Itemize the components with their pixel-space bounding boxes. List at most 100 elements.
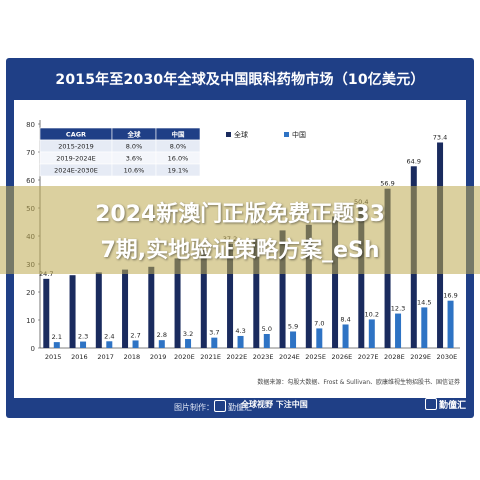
x-tick-label: 2019: [150, 353, 167, 361]
bar-china: [395, 313, 402, 348]
footer-credit-label: 图片制作：: [174, 403, 214, 412]
bar-china: [211, 337, 218, 348]
cagr-header-text: CAGR: [66, 131, 86, 139]
bar-china: [368, 319, 375, 348]
bar-china: [53, 342, 60, 348]
data-label: 10.2: [365, 310, 379, 318]
bar-global: [305, 224, 312, 348]
x-tick-label: 2025E: [305, 353, 326, 361]
legend-swatch: [284, 132, 289, 137]
data-label: 14.5: [417, 298, 431, 306]
chart-title: 2015年至2030年全球及中国眼科药物市场（10亿美元）: [55, 72, 425, 88]
x-tick-label: 2027E: [358, 353, 379, 361]
data-label: 12.3: [391, 305, 405, 313]
footer: 图片制作： 勤僮汇 全球视野 下注中国 勤僮汇: [6, 392, 474, 418]
bar-global: [253, 238, 260, 348]
bar-global: [122, 269, 129, 348]
data-label: 5.0: [262, 325, 272, 333]
bar-global: [69, 275, 76, 348]
footer-brand-right: 勤僮汇: [424, 398, 466, 411]
data-label: 2.1: [52, 333, 62, 341]
x-tick-label: 2018: [124, 353, 141, 361]
data-label: 73.4: [433, 133, 447, 141]
data-label: 3.2: [183, 330, 193, 338]
watermark-line-1: 2024新澳门正版免费正题33: [95, 202, 385, 227]
cagr-cell-text: 16.0%: [168, 155, 189, 163]
bar-china: [237, 335, 244, 348]
bar-global: [148, 266, 155, 348]
x-tick-label: 2017: [97, 353, 114, 361]
bar-china: [185, 339, 192, 348]
x-tick-label: 2028E: [384, 353, 405, 361]
bar-global: [358, 206, 365, 348]
brand-logo-icon: [214, 400, 226, 412]
y-tick-label: 20: [26, 289, 35, 297]
legend-label: 中国: [292, 130, 306, 139]
cagr-cell: [155, 163, 201, 177]
x-tick-label: 2030E: [437, 353, 458, 361]
cagr-cell-text: 10.6%: [124, 167, 145, 175]
x-tick-label: 2016: [71, 353, 88, 361]
bar-global: [332, 216, 339, 348]
watermark-line-2: 7期,实地验证策略方案_eSh: [100, 238, 380, 263]
y-tick-label: 70: [26, 149, 35, 157]
data-label: 2.3: [78, 333, 88, 341]
y-tick-label: 60: [26, 177, 35, 185]
bar-china: [158, 340, 165, 348]
x-tick-label: 2026E: [332, 353, 353, 361]
cagr-cell-text: 2019-2024E: [56, 155, 96, 163]
x-tick-label: 2029E: [410, 353, 431, 361]
y-tick-label: 80: [26, 121, 35, 129]
source-note: 数据来源：勾股大数据、Frost & Sullivan、欧康维视生物招股书、国信…: [257, 378, 460, 386]
footer-credit: 图片制作： 勤僮汇: [174, 400, 252, 413]
bar-china: [290, 331, 297, 348]
cagr-cell-text: 19.1%: [168, 167, 189, 175]
bar-china: [106, 341, 113, 348]
data-label: 3.7: [209, 329, 219, 337]
legend-swatch: [226, 132, 231, 137]
bar-global: [200, 250, 207, 348]
footer-slogan: 全球视野 下注中国: [241, 400, 308, 409]
y-tick-label: 10: [26, 317, 35, 325]
footer-brand-right-label: 勤僮汇: [438, 401, 466, 411]
x-tick-label: 2020E: [174, 353, 195, 361]
data-label: 8.4: [340, 315, 350, 323]
data-label: 2.4: [104, 332, 114, 340]
cagr-cell-text: 2024E-2030E: [54, 167, 98, 175]
bar-china: [447, 300, 454, 348]
cagr-cell-text: 8.0%: [126, 143, 143, 151]
x-tick-label: 2021E: [200, 353, 221, 361]
bar-china: [80, 341, 87, 348]
cagr-header-text: 全球: [127, 130, 142, 139]
bar-china: [263, 334, 270, 348]
legend-label: 全球: [234, 130, 248, 139]
footer-brand: 勤僮汇: [228, 403, 252, 412]
bar-global: [95, 272, 102, 348]
cagr-cell-text: 3.6%: [126, 155, 143, 163]
bar-global: [279, 230, 286, 348]
cagr-cell-text: 2015-2019: [58, 143, 93, 151]
cagr-cell-text: 8.0%: [170, 143, 187, 151]
bar-china: [342, 324, 349, 348]
data-label: 2.8: [157, 331, 167, 339]
x-tick-label: 2023E: [253, 353, 274, 361]
bar-global: [43, 278, 50, 348]
x-tick-label: 2024E: [279, 353, 300, 361]
data-label: 64.9: [407, 157, 421, 165]
data-label: 16.9: [443, 292, 457, 300]
bar-china: [316, 328, 323, 348]
data-label: 56.9: [380, 180, 394, 188]
cagr-header-text: 中国: [172, 130, 186, 139]
watermark-overlay: 2024新澳门正版免费正题33 7期,实地验证策略方案_eSh: [0, 186, 480, 274]
x-tick-label: 2022E: [227, 353, 248, 361]
y-tick-label: 0: [31, 345, 35, 353]
bar-china: [132, 340, 139, 348]
bar-china: [421, 307, 428, 348]
data-label: 4.3: [235, 327, 245, 335]
bar-global: [174, 258, 181, 348]
bar-global: [227, 243, 234, 348]
x-tick-label: 2015: [45, 353, 62, 361]
data-label: 5.9: [288, 322, 298, 330]
data-label: 7.0: [314, 319, 324, 327]
data-label: 2.7: [130, 331, 140, 339]
